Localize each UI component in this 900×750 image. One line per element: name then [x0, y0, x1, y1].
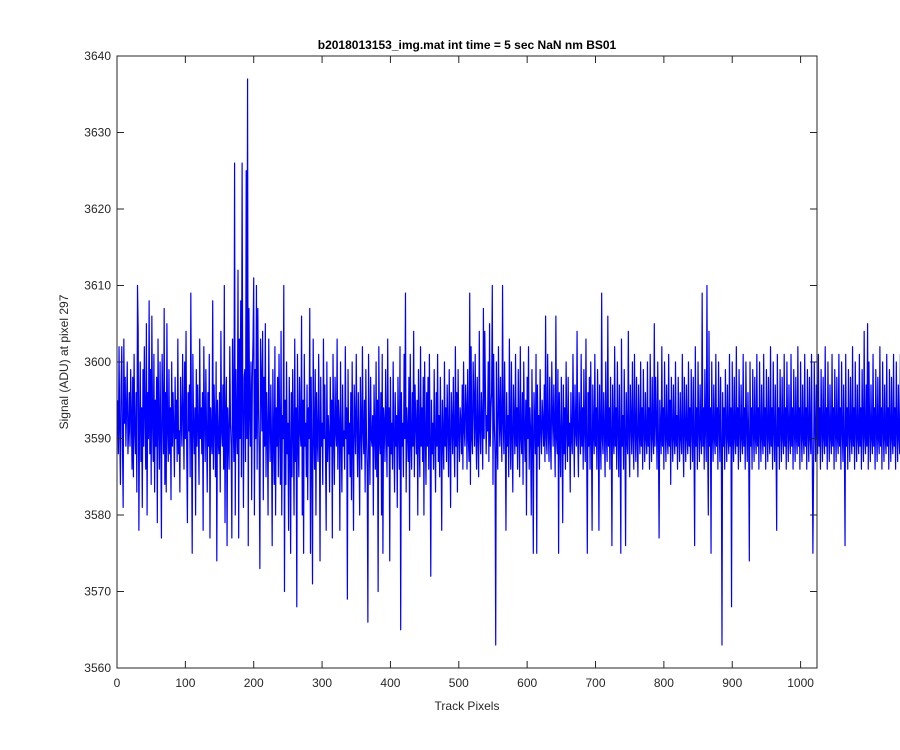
ticks-layer: 0 100 200 300 400 500 600 700 800 900 1000 3560 3570… — [84, 49, 817, 690]
series-line-0 — [117, 78, 900, 646]
x-tick-label-3: 300 — [312, 676, 332, 690]
x-tick-label-1: 100 — [175, 676, 195, 690]
x-tick-label-0: 0 — [114, 676, 121, 690]
x-tick-label-4: 400 — [380, 676, 400, 690]
y-tick-label-1: 3570 — [84, 585, 111, 599]
x-tick-label-6: 600 — [517, 676, 537, 690]
y-tick-label-0: 3560 — [84, 661, 111, 675]
y-tick-label-4: 3600 — [84, 355, 111, 369]
plot-frame — [116, 55, 818, 669]
x-axis-label: Track Pixels — [435, 699, 500, 713]
y-tick-label-3: 3590 — [84, 432, 111, 446]
x-tick-label-8: 800 — [654, 676, 674, 690]
x-tick-label-9: 900 — [722, 676, 742, 690]
x-tick-label-5: 500 — [449, 676, 469, 690]
series-layer — [117, 78, 900, 646]
y-tick-label-6: 3620 — [84, 202, 111, 216]
y-axis-label: Signal (ADU) at pixel 297 — [57, 294, 71, 429]
chart-title: b2018013153_img.mat int time = 5 sec NaN… — [318, 38, 617, 52]
y-tick-label-8: 3640 — [84, 49, 111, 63]
y-tick-label-5: 3610 — [84, 279, 111, 293]
y-tick-label-2: 3580 — [84, 508, 111, 522]
x-tick-label-2: 200 — [244, 676, 264, 690]
y-tick-label-7: 3630 — [84, 126, 111, 140]
x-tick-label-7: 700 — [586, 676, 606, 690]
x-tick-label-10: 1000 — [787, 676, 814, 690]
